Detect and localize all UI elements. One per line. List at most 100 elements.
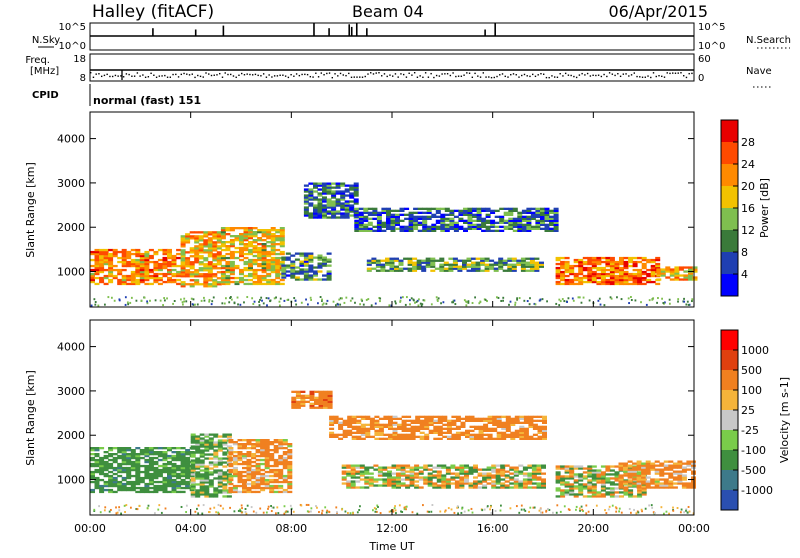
velocity-cell	[94, 470, 100, 474]
power-cell	[207, 285, 213, 288]
velocity-cell	[135, 462, 141, 466]
power-cell	[408, 229, 414, 232]
velocity-cell	[264, 454, 270, 458]
power-cell	[198, 261, 204, 264]
power-cell	[453, 225, 459, 228]
power-cell	[228, 301, 231, 304]
power-cell	[632, 280, 638, 284]
velocity-cell	[167, 478, 172, 482]
date-title: 06/Apr/2015	[608, 2, 708, 21]
nave-point	[378, 72, 380, 74]
power-cell	[270, 250, 276, 254]
velocity-cell	[309, 406, 315, 409]
power-cell	[261, 274, 267, 278]
velocity-cell	[130, 480, 136, 484]
velocity-cell	[615, 507, 618, 510]
power-cell	[511, 267, 517, 270]
velocity-cell	[282, 488, 288, 492]
power-cell	[313, 186, 318, 189]
power-cell	[303, 184, 309, 187]
power-cell	[308, 264, 314, 267]
velocity-cell	[632, 495, 638, 498]
velocity-cell	[445, 466, 451, 469]
power-cell	[294, 270, 300, 273]
power-cell	[467, 301, 470, 304]
velocity-cell	[501, 431, 507, 434]
velocity-cell	[350, 464, 356, 467]
velocity-cell	[569, 469, 575, 472]
nave-point	[537, 74, 539, 76]
velocity-cell	[126, 468, 132, 472]
power-cell	[225, 262, 231, 266]
velocity-cell	[130, 484, 136, 488]
velocity-cell	[237, 453, 243, 456]
velocity-cell	[121, 478, 127, 482]
velocity-cell	[295, 392, 301, 395]
power-cell	[465, 304, 468, 307]
power-cell	[596, 266, 602, 270]
power-cell	[580, 301, 583, 304]
power-cell	[662, 302, 665, 305]
power-cell	[540, 213, 545, 216]
power-cell	[430, 261, 436, 264]
power-cell	[313, 266, 318, 269]
power-cell	[354, 227, 360, 230]
velocity-cell	[473, 484, 478, 487]
velocity-cell	[269, 484, 275, 488]
power-cell	[381, 225, 387, 228]
velocity-cell	[217, 459, 223, 462]
power-cell	[167, 256, 172, 260]
power-cell	[135, 270, 141, 274]
velocity-cell	[609, 493, 615, 496]
power-cell	[317, 184, 323, 187]
velocity-cell	[213, 463, 219, 466]
power-cell	[560, 266, 566, 270]
power-cell	[398, 261, 404, 264]
velocity-cell	[681, 470, 687, 473]
velocity-cell	[487, 437, 493, 440]
power-cell	[234, 280, 240, 284]
velocity-cell	[112, 482, 118, 486]
velocity-cell	[587, 481, 593, 484]
power-cell	[212, 231, 218, 234]
velocity-cell	[451, 423, 457, 426]
velocity-cell	[451, 437, 457, 440]
velocity-cell	[199, 477, 205, 480]
velocity-cell	[633, 508, 635, 511]
power-cell	[248, 241, 253, 244]
velocity-cell	[204, 487, 210, 490]
velocity-cell	[273, 439, 279, 442]
power-cell	[176, 252, 182, 256]
velocity-cell	[117, 468, 123, 472]
power-cell	[641, 276, 647, 280]
velocity-cell	[117, 456, 123, 460]
power-cell	[239, 280, 244, 284]
power-cell	[485, 221, 491, 224]
power-cell	[587, 278, 593, 282]
power-cell	[308, 274, 314, 277]
velocity-cell	[679, 511, 682, 514]
velocity-cell	[450, 482, 456, 485]
velocity-cell	[469, 425, 475, 428]
power-cell	[628, 256, 634, 260]
power-cell	[162, 266, 168, 270]
power-cell	[493, 263, 499, 266]
velocity-cell	[395, 512, 397, 515]
power-cell	[390, 227, 396, 230]
velocity-cell	[138, 504, 141, 507]
power-cell	[90, 276, 95, 280]
power-cell	[216, 261, 222, 264]
nave-point	[386, 75, 388, 78]
velocity-cell	[153, 466, 159, 470]
power-cell	[144, 270, 150, 274]
power-cell	[239, 246, 244, 250]
velocity-cell	[325, 511, 328, 514]
power-cell	[203, 233, 209, 236]
velocity-cell	[242, 447, 247, 450]
velocity-cell	[596, 471, 602, 474]
velocity-cell	[455, 425, 461, 428]
power-cell	[322, 192, 327, 195]
velocity-cell	[342, 433, 348, 436]
velocity-cell	[195, 477, 201, 480]
velocity-cell	[282, 443, 288, 446]
